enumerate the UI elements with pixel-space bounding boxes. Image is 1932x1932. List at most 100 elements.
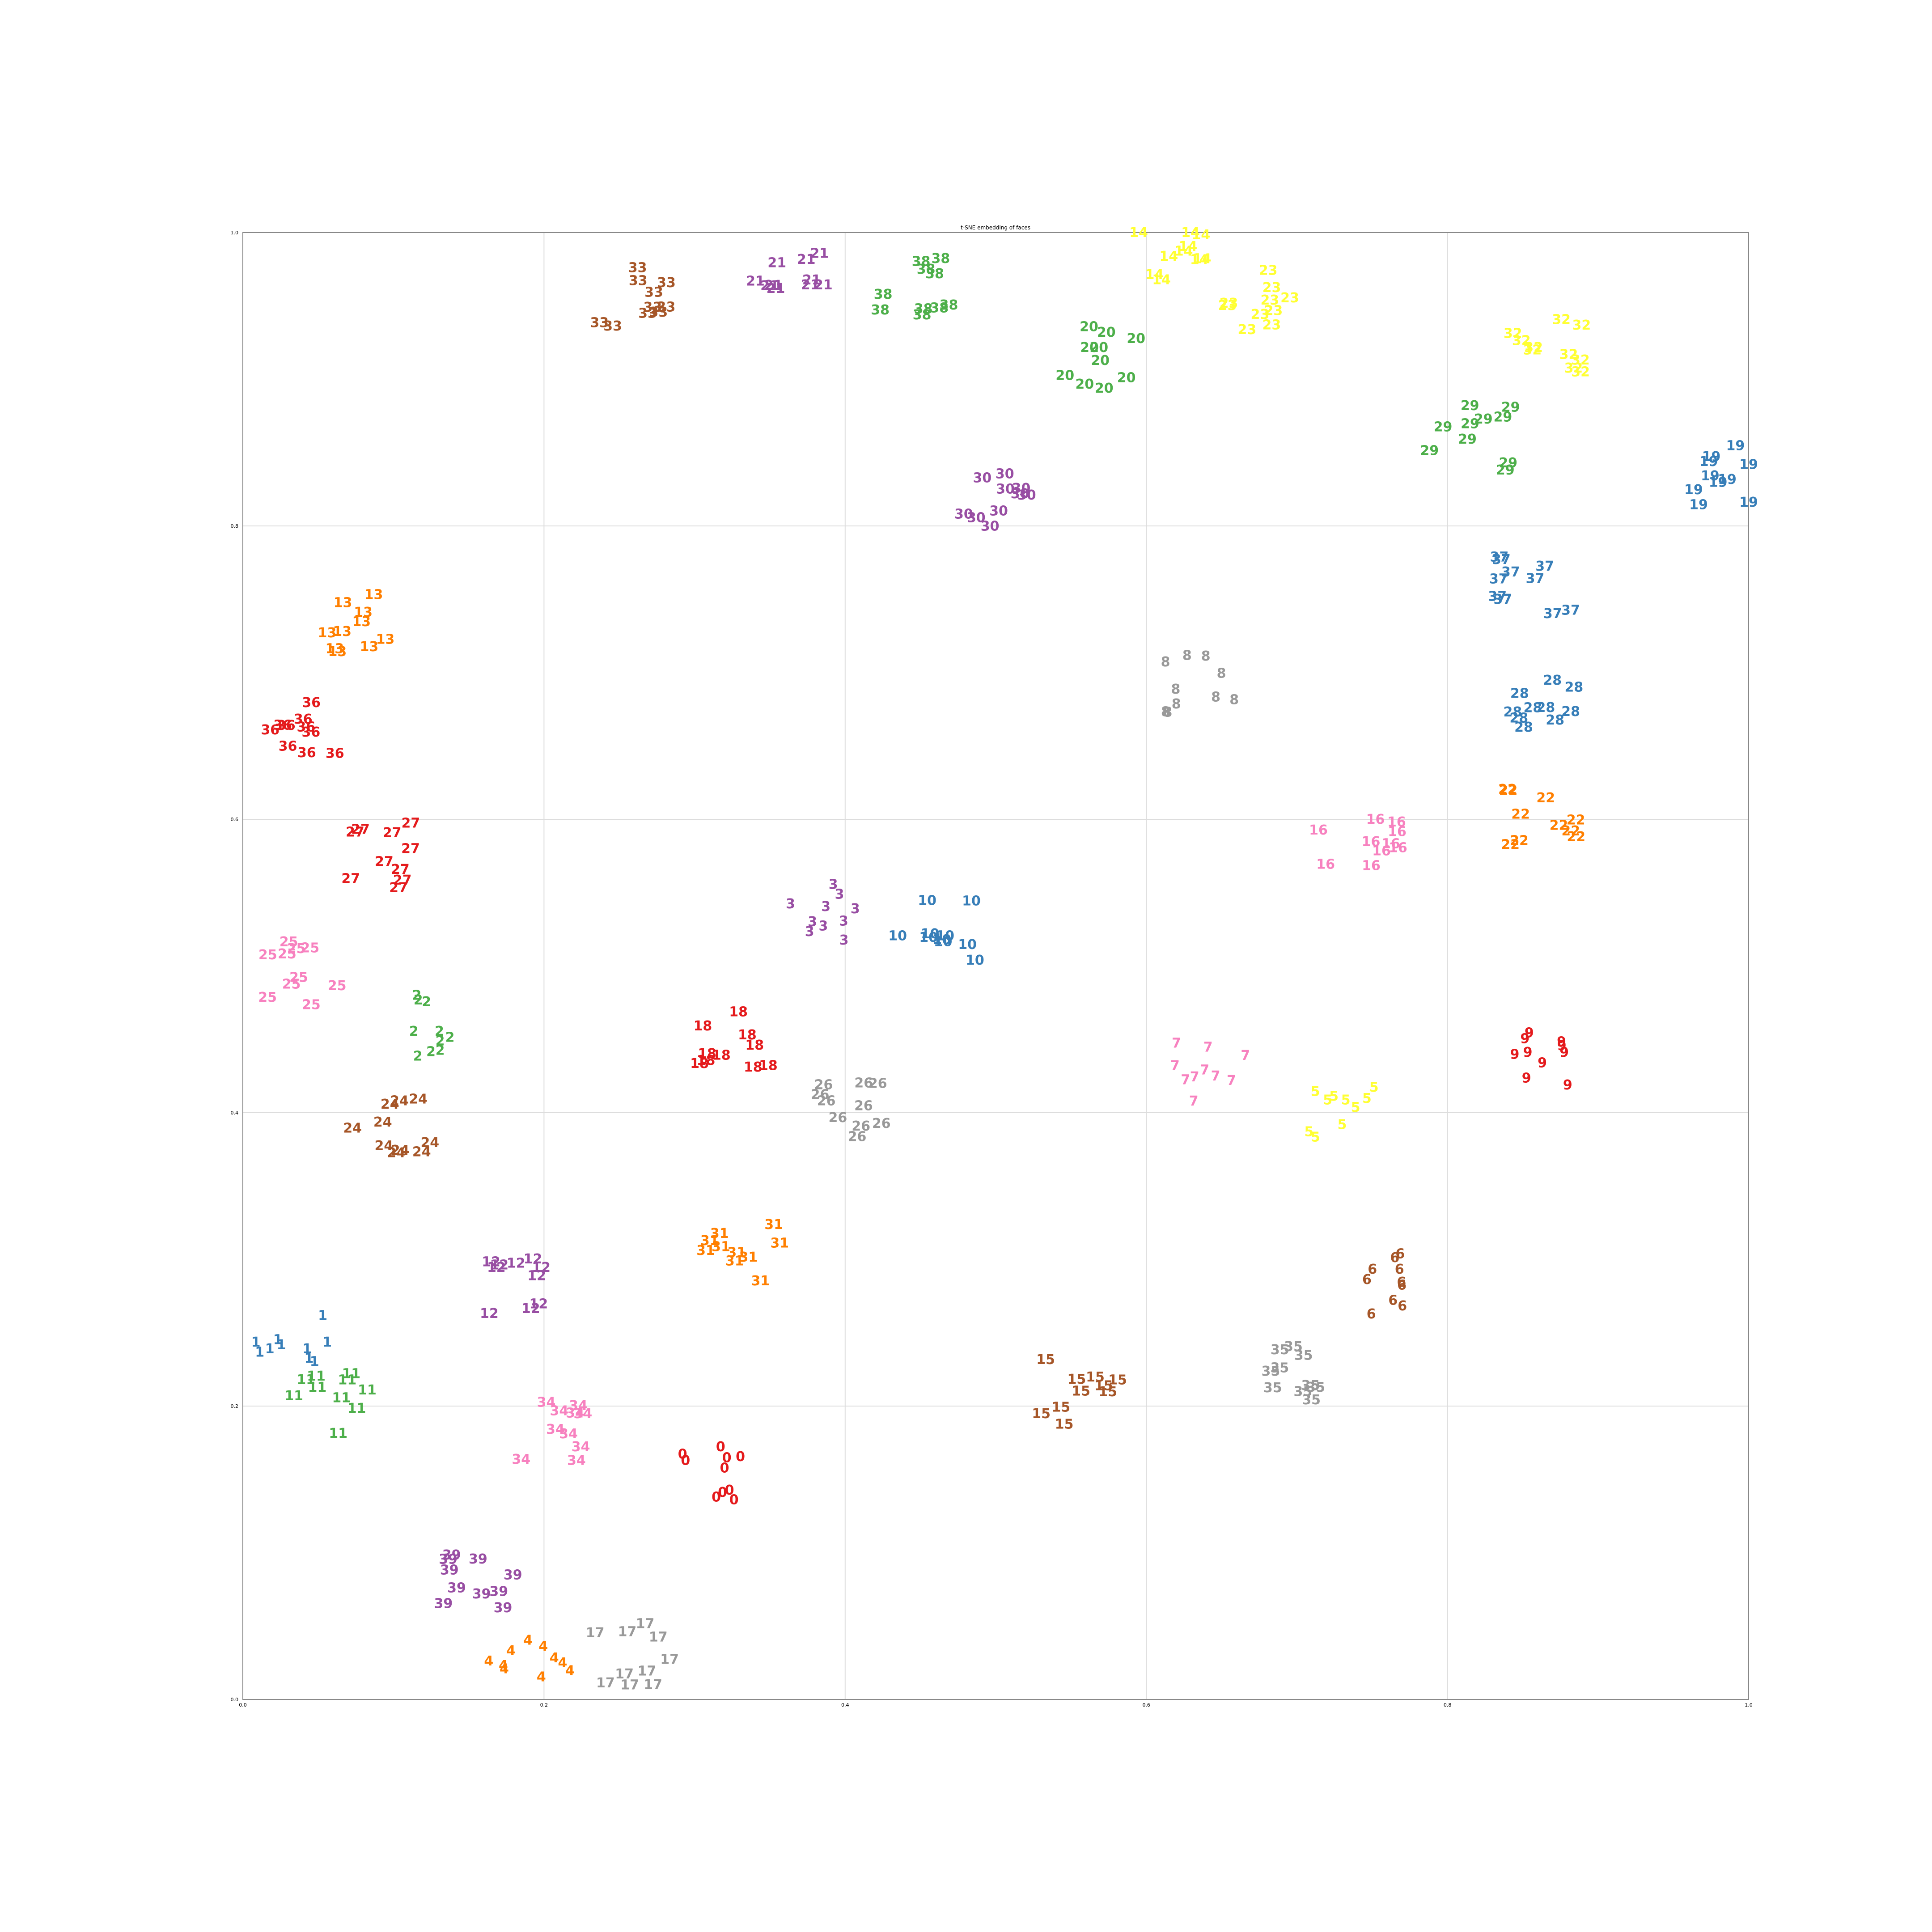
point-label: 33 bbox=[628, 260, 647, 276]
point-label: 30 bbox=[996, 466, 1014, 482]
point-label: 20 bbox=[1075, 377, 1094, 392]
point-label: 29 bbox=[1461, 398, 1479, 414]
point-label: 8 bbox=[1171, 682, 1181, 697]
point-label: 13 bbox=[376, 632, 395, 648]
point-label: 17 bbox=[636, 1616, 655, 1632]
point-label: 29 bbox=[1458, 432, 1477, 447]
point-label: 12 bbox=[530, 1296, 548, 1312]
point-label: 19 bbox=[1718, 472, 1737, 487]
point-label: 33 bbox=[638, 306, 657, 322]
point-label: 35 bbox=[1261, 1364, 1280, 1379]
point-label: 18 bbox=[712, 1047, 731, 1063]
point-label: 1 bbox=[273, 1332, 283, 1348]
point-label: 16 bbox=[1366, 812, 1385, 827]
point-label: 30 bbox=[1011, 486, 1030, 502]
point-label: 13 bbox=[364, 587, 383, 602]
point-label: 7 bbox=[1170, 1058, 1180, 1074]
point-label: 27 bbox=[351, 822, 370, 838]
point-label: 20 bbox=[1091, 353, 1110, 369]
point-label: 39 bbox=[439, 1551, 458, 1567]
point-label: 17 bbox=[620, 1677, 639, 1693]
point-label: 22 bbox=[1501, 837, 1520, 852]
point-label: 22 bbox=[1498, 782, 1517, 797]
point-label: 8 bbox=[1201, 648, 1211, 664]
point-label: 39 bbox=[494, 1600, 513, 1616]
point-label: 36 bbox=[279, 739, 297, 754]
point-label: 12 bbox=[527, 1268, 546, 1284]
point-label: 30 bbox=[954, 507, 973, 522]
point-label: 26 bbox=[854, 1098, 873, 1114]
point-label: 35 bbox=[1294, 1348, 1313, 1364]
point-label: 30 bbox=[981, 518, 1000, 534]
y-tick-label: 0.8 bbox=[231, 523, 239, 529]
point-label: 30 bbox=[989, 504, 1008, 519]
point-label: 30 bbox=[1017, 487, 1036, 503]
point-label: 22 bbox=[1561, 823, 1580, 839]
point-label: 15 bbox=[1036, 1352, 1055, 1368]
point-label: 25 bbox=[258, 947, 277, 963]
point-label: 27 bbox=[401, 841, 420, 857]
point-label: 17 bbox=[596, 1675, 615, 1691]
point-label: 2 bbox=[436, 1043, 445, 1059]
point-label: 13 bbox=[333, 624, 352, 640]
point-label: 15 bbox=[1055, 1416, 1074, 1432]
point-label: 6 bbox=[1388, 1293, 1398, 1309]
point-label: 14 bbox=[1190, 252, 1209, 268]
point-label: 21 bbox=[760, 278, 779, 294]
point-label: 24 bbox=[387, 1145, 406, 1161]
point-label: 23 bbox=[1263, 318, 1281, 333]
point-label: 24 bbox=[374, 1138, 393, 1154]
point-label: 32 bbox=[1512, 333, 1531, 349]
point-label: 27 bbox=[383, 825, 402, 841]
point-label: 32 bbox=[1564, 360, 1583, 376]
point-label: 16 bbox=[1388, 824, 1407, 839]
point-label: 5 bbox=[1369, 1080, 1379, 1095]
point-label: 36 bbox=[294, 712, 313, 727]
point-label: 33 bbox=[644, 300, 662, 315]
point-label: 32 bbox=[1523, 343, 1542, 358]
point-label: 20 bbox=[1080, 319, 1098, 335]
point-label: 7 bbox=[1227, 1073, 1236, 1089]
point-label: 21 bbox=[801, 277, 820, 293]
point-label: 12 bbox=[480, 1306, 499, 1322]
point-label: 13 bbox=[325, 641, 344, 657]
point-label: 34 bbox=[512, 1452, 530, 1467]
point-label: 3 bbox=[786, 896, 795, 912]
point-label: 7 bbox=[1172, 1035, 1181, 1051]
point-label: 2 bbox=[409, 1024, 419, 1039]
point-label: 21 bbox=[767, 281, 785, 297]
point-label: 25 bbox=[328, 978, 347, 994]
point-label: 6 bbox=[1397, 1275, 1406, 1290]
point-label: 33 bbox=[657, 300, 676, 315]
point-label: 20 bbox=[1055, 368, 1074, 383]
point-label: 28 bbox=[1510, 686, 1529, 702]
point-label: 29 bbox=[1499, 455, 1517, 471]
point-label: 27 bbox=[391, 862, 410, 877]
point-label: 22 bbox=[1511, 806, 1530, 822]
point-label: 9 bbox=[1510, 1047, 1519, 1063]
point-label: 38 bbox=[912, 254, 931, 269]
point-label: 11 bbox=[342, 1366, 360, 1382]
point-label: 25 bbox=[287, 941, 306, 957]
point-label: 23 bbox=[1220, 296, 1238, 311]
point-label: 2 bbox=[413, 1049, 423, 1064]
point-label: 26 bbox=[814, 1077, 833, 1093]
point-label: 34 bbox=[572, 1439, 590, 1455]
point-label: 32 bbox=[1559, 347, 1578, 362]
point-label: 25 bbox=[302, 997, 321, 1013]
point-label: 6 bbox=[1395, 1246, 1405, 1262]
point-label: 18 bbox=[694, 1018, 712, 1034]
point-label: 1 bbox=[310, 1354, 319, 1370]
point-label: 18 bbox=[729, 1004, 748, 1020]
point-label: 0 bbox=[681, 1453, 690, 1469]
point-label: 23 bbox=[1260, 292, 1279, 308]
point-label: 10 bbox=[921, 926, 940, 942]
point-label: 39 bbox=[504, 1568, 522, 1583]
point-label: 12 bbox=[507, 1255, 525, 1271]
